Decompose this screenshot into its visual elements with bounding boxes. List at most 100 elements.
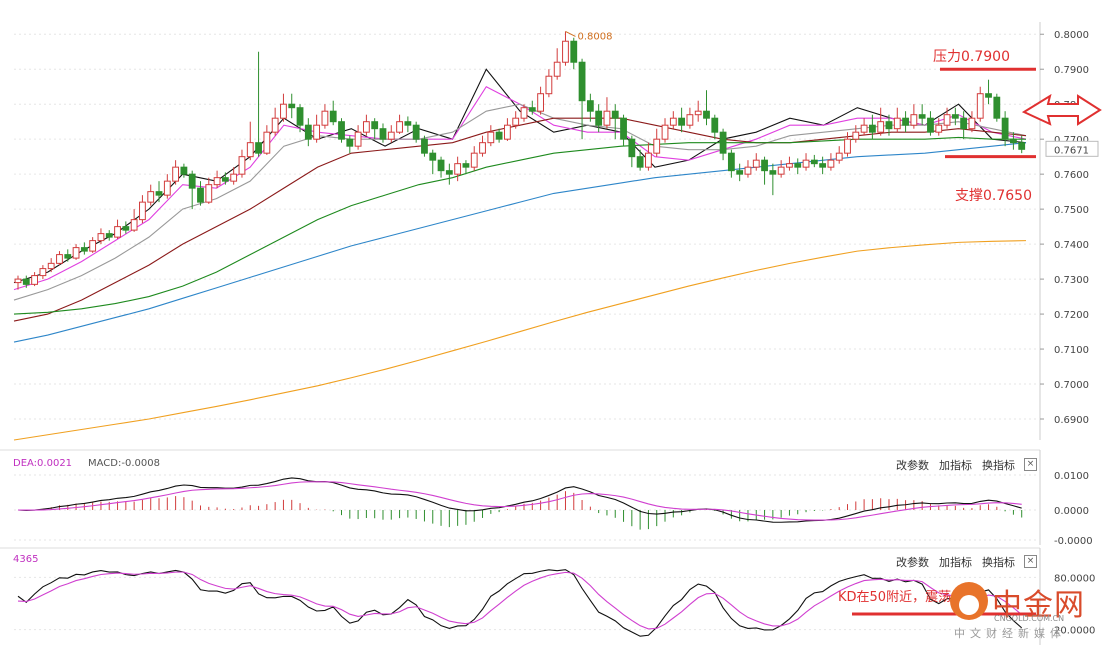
candle-body xyxy=(844,138,851,154)
candle-body xyxy=(586,100,594,112)
kd-k-line xyxy=(17,569,1023,637)
candle-body xyxy=(163,180,171,196)
kd-close-icon[interactable]: × xyxy=(1024,555,1037,568)
candle-body xyxy=(835,152,843,161)
macd-value-label: MACD:-0.0008 xyxy=(88,458,160,469)
candle-series: 0.8008 xyxy=(14,30,1026,290)
macd-dif-line xyxy=(17,477,1022,523)
candle-body xyxy=(752,159,760,168)
candle-body xyxy=(155,191,163,196)
kd-change-params-button[interactable]: 改参数 xyxy=(896,556,929,569)
candle-body xyxy=(827,159,835,168)
candle-body xyxy=(537,93,544,112)
current-price-label: 0.7671 xyxy=(1054,145,1089,156)
candle-body xyxy=(744,166,752,175)
candle-body xyxy=(56,254,63,264)
candle-body xyxy=(495,131,503,140)
candle-body xyxy=(130,219,138,231)
candle-body xyxy=(197,187,204,203)
candle-body xyxy=(819,163,827,168)
ma-line xyxy=(13,117,1027,322)
high-marker-label: 0.8008 xyxy=(577,31,612,42)
candle-body xyxy=(786,163,793,168)
candle-body xyxy=(437,159,445,172)
price-tick-label: 0.7300 xyxy=(1054,275,1089,286)
candle-body xyxy=(719,131,727,154)
candle-body xyxy=(910,114,918,126)
candle-body xyxy=(985,93,992,98)
high-marker-pointer xyxy=(565,30,576,37)
candle-body xyxy=(64,254,72,259)
candle-body xyxy=(412,124,420,140)
candle-body xyxy=(603,110,611,126)
candle-body xyxy=(445,170,453,175)
brand-name: 中金网 xyxy=(992,588,1085,623)
ma-line xyxy=(13,142,1027,343)
candle-body xyxy=(1018,142,1026,150)
kd-value-label: 4365 xyxy=(13,554,39,565)
candle-body xyxy=(777,166,785,175)
candle-body xyxy=(462,163,470,168)
candle-body xyxy=(960,117,968,130)
candle-body xyxy=(362,121,370,133)
candle-body xyxy=(727,152,735,172)
candle-body xyxy=(280,103,287,119)
price-tick-label: 0.7400 xyxy=(1054,240,1089,251)
candle-body xyxy=(968,117,976,130)
candle-body xyxy=(620,117,627,140)
candle-body xyxy=(288,103,296,109)
candle-body xyxy=(686,114,694,126)
candle-body xyxy=(221,177,229,182)
candle-body xyxy=(694,110,702,116)
candle-body xyxy=(802,159,810,168)
macd-change-params-button[interactable]: 改参数 xyxy=(896,459,929,472)
kd-note-label: KD在50附近，震荡 xyxy=(838,590,952,605)
candle-body xyxy=(976,93,984,119)
candle-body xyxy=(188,173,196,189)
macd-switch-indicator-button[interactable]: 换指标 xyxy=(982,459,1015,472)
candle-body xyxy=(479,142,486,154)
price-tick-label: 0.7200 xyxy=(1054,310,1089,321)
candle-body xyxy=(122,226,130,231)
candle-body xyxy=(661,124,669,140)
ma-line xyxy=(13,68,1027,284)
current-price-tag xyxy=(1045,140,1099,157)
ma-line xyxy=(13,240,1027,441)
resistance-label: 压力0.7900 xyxy=(933,49,1010,65)
candle-body xyxy=(89,240,97,252)
support-label: 支撑0.7650 xyxy=(955,188,1032,204)
macd-close-icon[interactable]: × xyxy=(1024,458,1037,471)
candle-body xyxy=(139,201,146,221)
candle-body xyxy=(313,124,321,140)
kd-switch-indicator-button[interactable]: 换指标 xyxy=(982,556,1015,569)
candle-body xyxy=(97,233,105,242)
candle-body xyxy=(304,124,312,140)
candle-body xyxy=(487,131,495,144)
candle-body xyxy=(951,114,959,119)
candle-body xyxy=(553,61,561,77)
candle-body xyxy=(636,156,644,168)
candle-body xyxy=(669,117,677,126)
candle-body xyxy=(255,142,262,154)
kd-add-indicator-button[interactable]: 加指标 xyxy=(939,556,972,569)
candle-body xyxy=(1001,117,1009,140)
candle-body xyxy=(263,131,271,154)
candle-body xyxy=(396,121,403,133)
candle-body xyxy=(454,163,462,175)
candle-body xyxy=(22,278,30,285)
candle-body xyxy=(404,121,412,126)
candle-body xyxy=(653,138,661,154)
price-tick-label: 0.7000 xyxy=(1054,380,1089,391)
price-tick-label: 0.7100 xyxy=(1054,345,1089,356)
brand-watermark: 中金网 CNGOLD.COM.CN 中文财经新媒体 xyxy=(950,578,1100,644)
macd-dea-label: DEA:0.0021 xyxy=(13,458,73,469)
candle-body xyxy=(852,131,860,140)
macd-add-indicator-button[interactable]: 加指标 xyxy=(939,459,972,472)
candle-body xyxy=(329,110,337,123)
candle-body xyxy=(711,117,719,133)
candle-body xyxy=(296,107,304,126)
candle-body xyxy=(213,177,221,186)
candle-body xyxy=(31,275,38,285)
candle-body xyxy=(147,191,155,203)
